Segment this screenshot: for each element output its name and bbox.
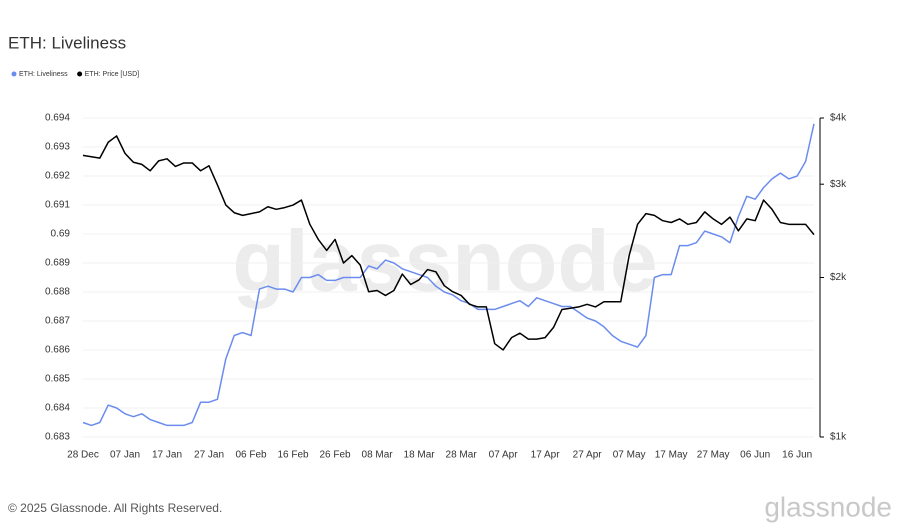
x-tick-label: 26 Feb xyxy=(319,450,351,461)
y-tick-label: 0.687 xyxy=(45,316,70,327)
y-tick-label: 0.684 xyxy=(45,403,70,414)
x-tick-label: 17 May xyxy=(655,450,688,461)
y-tick-label: 0.691 xyxy=(45,200,70,211)
y-tick-label: 0.694 xyxy=(45,113,70,124)
series-line xyxy=(82,123,815,427)
x-tick-label: 27 May xyxy=(697,450,730,461)
y-tick-label: 0.689 xyxy=(45,258,70,269)
watermark: glassnode xyxy=(232,214,657,310)
x-tick-label: 07 May xyxy=(613,450,646,461)
x-tick-label: 17 Jan xyxy=(152,450,182,461)
series-line xyxy=(82,135,815,351)
legend-marker xyxy=(77,71,83,77)
chart-title: ETH: Liveliness xyxy=(8,33,126,52)
x-tick-label: 27 Apr xyxy=(573,450,603,461)
x-tick-label: 07 Apr xyxy=(489,450,519,461)
x-tick-label: 07 Jan xyxy=(110,450,140,461)
x-tick-label: 06 Feb xyxy=(235,450,267,461)
legend-label: ETH: Price [USD] xyxy=(85,71,140,78)
y-tick-label: 0.685 xyxy=(45,374,70,385)
x-tick-label: 16 Jun xyxy=(782,450,812,461)
x-tick-label: 28 Mar xyxy=(446,450,478,461)
y-tick-label: 0.693 xyxy=(45,142,70,153)
x-tick-label: 16 Feb xyxy=(277,450,309,461)
x-tick-label: 18 Mar xyxy=(404,450,436,461)
footer: © 2025 Glassnode. All Rights Reserved. xyxy=(8,501,222,515)
x-tick-label: 27 Jan xyxy=(194,450,224,461)
y-tick-label: 0.692 xyxy=(45,171,70,182)
y-tick-label: 0.688 xyxy=(45,287,70,298)
x-tick-label: 08 Mar xyxy=(362,450,394,461)
y2-tick-label: $2k xyxy=(830,272,847,283)
y2-tick-label: $4k xyxy=(830,113,847,124)
y2-tick-label: $3k xyxy=(830,179,847,190)
legend-label: ETH: Liveliness xyxy=(19,71,68,78)
y2-tick-label: $1k xyxy=(830,432,847,443)
logo: glassnode xyxy=(764,491,892,522)
y-tick-label: 0.683 xyxy=(45,432,70,443)
legend-marker xyxy=(11,71,17,77)
x-tick-label: 17 Apr xyxy=(531,450,561,461)
x-tick-label: 28 Dec xyxy=(67,450,99,461)
y-tick-label: 0.69 xyxy=(51,229,71,240)
x-tick-label: 06 Jun xyxy=(740,450,770,461)
y-tick-label: 0.686 xyxy=(45,345,70,356)
